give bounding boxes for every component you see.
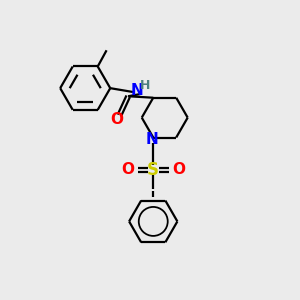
Text: H: H bbox=[140, 79, 150, 92]
Text: S: S bbox=[147, 161, 159, 179]
Text: N: N bbox=[130, 83, 143, 98]
Text: O: O bbox=[172, 162, 185, 177]
Text: O: O bbox=[110, 112, 124, 127]
Text: N: N bbox=[146, 132, 158, 147]
Text: O: O bbox=[122, 162, 135, 177]
